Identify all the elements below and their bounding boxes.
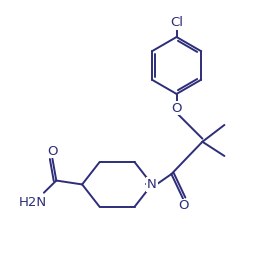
Text: Cl: Cl — [170, 16, 183, 29]
Text: N: N — [147, 178, 157, 191]
Text: O: O — [178, 199, 188, 213]
Text: H2N: H2N — [19, 196, 47, 209]
Text: O: O — [171, 102, 182, 115]
Text: O: O — [48, 145, 58, 158]
